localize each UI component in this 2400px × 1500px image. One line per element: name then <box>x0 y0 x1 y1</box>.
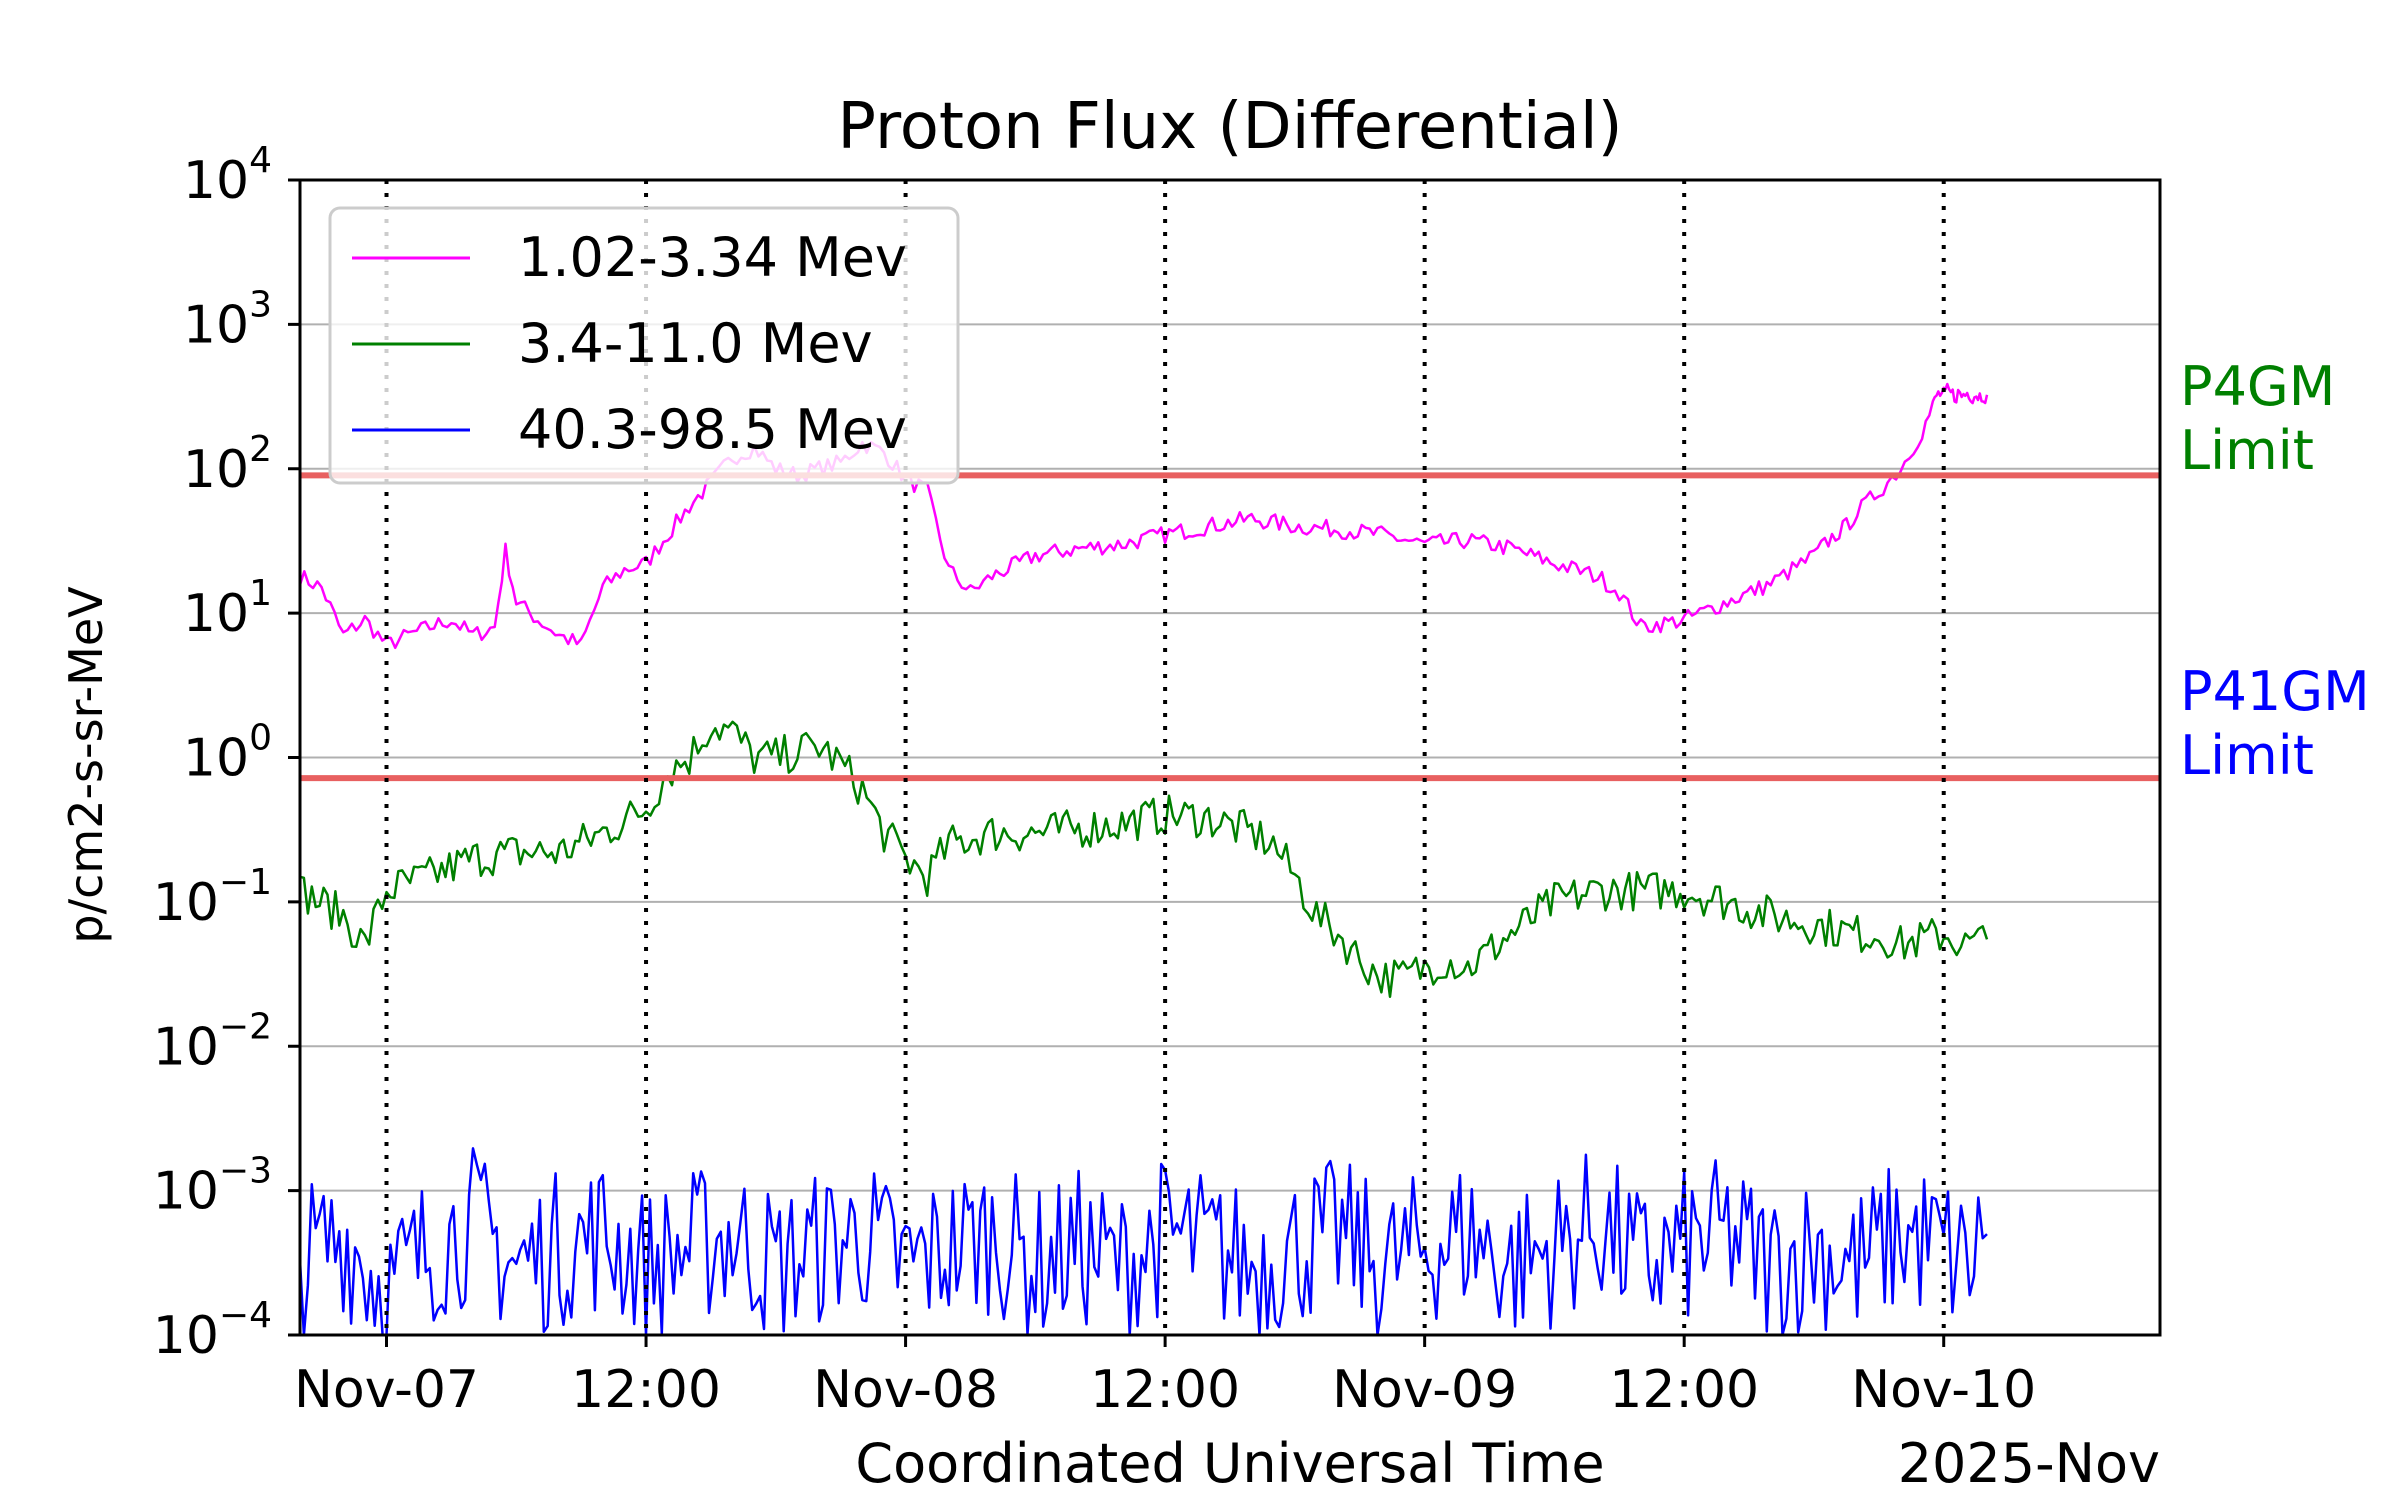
legend-label: 40.3-98.5 Mev <box>518 398 907 461</box>
threshold-label-limit: Limit <box>2180 419 2314 482</box>
x-tick-label: Nov-09 <box>1332 1360 1517 1420</box>
x-tick-label: 12:00 <box>571 1360 721 1420</box>
legend: 1.02-3.34 Mev 3.4-11.0 Mev 40.3-98.5 Mev <box>328 206 960 485</box>
series-line-1 <box>298 382 1989 650</box>
x-axis-label: Coordinated Universal Time <box>855 1432 1604 1495</box>
day-marker-layer <box>384 180 1946 1335</box>
series-line-3 <box>298 1147 1988 1337</box>
x-tick-label: 12:00 <box>1609 1360 1759 1420</box>
legend-label: 3.4-11.0 Mev <box>518 312 873 375</box>
legend-box <box>328 206 960 485</box>
x-tick-label: Nov-07 <box>294 1360 479 1420</box>
x-axis-date-label: 2025-Nov <box>1898 1432 2160 1495</box>
legend-label: 1.02-3.34 Mev <box>518 226 907 289</box>
x-tick-label: Nov-10 <box>1851 1360 2036 1420</box>
x-tick-label: Nov-08 <box>813 1360 998 1420</box>
series-line-2 <box>299 720 1989 998</box>
threshold-label-limit: Limit <box>2180 724 2314 787</box>
threshold-label-name: P4GM <box>2180 355 2335 418</box>
chart-title: Proton Flux (Differential) <box>837 90 1622 164</box>
threshold-label-name: P41GM <box>2180 660 2370 723</box>
series-layer <box>298 382 1989 1337</box>
y-axis-label: p/cm2-s-sr-MeV <box>59 586 113 944</box>
x-tick-label: 12:00 <box>1090 1360 1240 1420</box>
